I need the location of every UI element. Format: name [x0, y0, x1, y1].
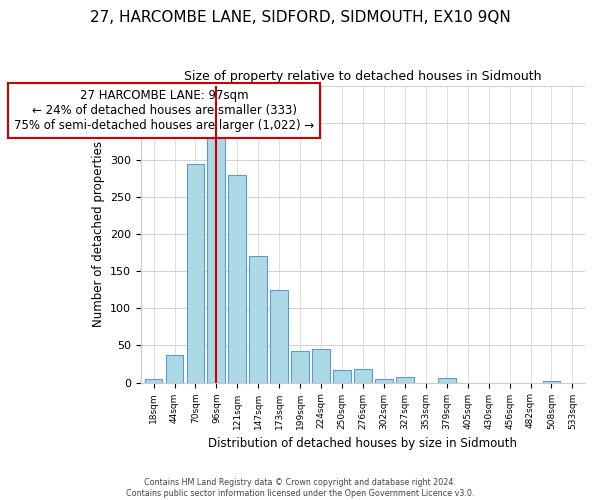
Bar	[271, 290, 288, 382]
Bar	[396, 378, 414, 382]
Bar	[333, 370, 351, 382]
Bar	[438, 378, 455, 382]
Bar	[208, 138, 225, 382]
Text: 27 HARCOMBE LANE: 97sqm
← 24% of detached houses are smaller (333)
75% of semi-d: 27 HARCOMBE LANE: 97sqm ← 24% of detache…	[14, 90, 314, 132]
Text: 27, HARCOMBE LANE, SIDFORD, SIDMOUTH, EX10 9QN: 27, HARCOMBE LANE, SIDFORD, SIDMOUTH, EX…	[89, 10, 511, 25]
Text: Contains HM Land Registry data © Crown copyright and database right 2024.
Contai: Contains HM Land Registry data © Crown c…	[126, 478, 474, 498]
Bar	[166, 355, 184, 382]
Title: Size of property relative to detached houses in Sidmouth: Size of property relative to detached ho…	[184, 70, 542, 83]
Bar	[312, 349, 330, 382]
X-axis label: Distribution of detached houses by size in Sidmouth: Distribution of detached houses by size …	[208, 437, 517, 450]
Bar	[354, 369, 372, 382]
Bar	[375, 379, 393, 382]
Bar	[542, 381, 560, 382]
Bar	[250, 256, 267, 382]
Bar	[291, 352, 309, 382]
Bar	[187, 164, 205, 382]
Bar	[229, 174, 246, 382]
Bar	[145, 379, 163, 382]
Y-axis label: Number of detached properties: Number of detached properties	[92, 141, 104, 327]
